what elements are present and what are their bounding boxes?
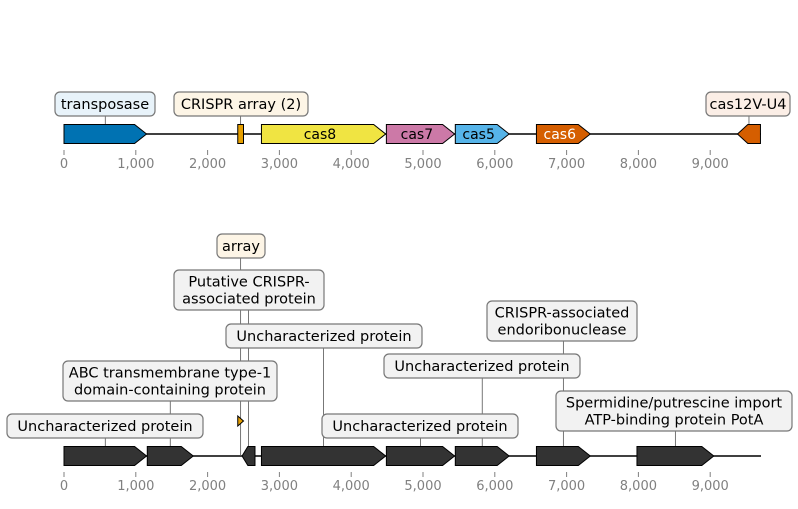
callout-label: ABC transmembrane type-1 <box>69 366 271 382</box>
callout-label: endoribonuclease <box>498 323 627 339</box>
axis-tick-label: 4,000 <box>333 479 370 494</box>
callout-box <box>62 360 278 402</box>
callout-label: Putative CRISPR- <box>188 275 309 291</box>
callout-box <box>486 300 638 342</box>
gene-feature <box>535 124 592 144</box>
callout-box <box>383 353 581 379</box>
gene-feature <box>260 124 387 144</box>
callout-box <box>705 91 791 117</box>
axis-tick-label: 8,000 <box>620 479 657 494</box>
callout-label: associated protein <box>182 292 316 308</box>
gene-feature <box>237 414 245 428</box>
axis-tick-label: 4,000 <box>333 157 370 172</box>
callout-label: Uncharacterized protein <box>332 419 507 435</box>
callout-label: array <box>222 239 260 255</box>
callout-box <box>173 269 325 311</box>
gene-feature <box>736 124 761 144</box>
gene-label: cas8 <box>304 127 336 143</box>
callout-label: Spermidine/putrescine import <box>566 396 783 412</box>
callout-box <box>173 91 309 117</box>
gene-feature <box>237 124 244 144</box>
axis-tick-label: 0 <box>60 157 68 172</box>
axis-tick-label: 5,000 <box>404 479 441 494</box>
track-top: cas8 cas7 cas5 cas6 transposase CRISPR array … <box>54 91 791 172</box>
gene-feature <box>385 446 456 466</box>
gene-feature <box>454 124 510 144</box>
gene-feature <box>454 446 510 466</box>
axis-tick-label: 7,000 <box>548 157 585 172</box>
axis-tick-label: 3,000 <box>261 479 298 494</box>
callout-box <box>555 390 793 432</box>
axis-tick-label: 1,000 <box>117 479 154 494</box>
gene-feature <box>146 446 195 466</box>
axis-tick-label: 9,000 <box>692 157 729 172</box>
axis-tick-label: 8,000 <box>620 157 657 172</box>
axis-tick-label: 2,000 <box>189 157 226 172</box>
axis-tick-label: 0 <box>60 479 68 494</box>
callout-box <box>321 413 519 439</box>
gene-feature <box>636 446 715 466</box>
callout-label: domain-containing protein <box>74 383 266 399</box>
gene-feature <box>260 446 387 466</box>
callout-label: Uncharacterized protein <box>236 329 411 345</box>
gene-feature <box>385 124 456 144</box>
axis-tick-label: 5,000 <box>404 157 441 172</box>
axis-tick-label: 6,000 <box>476 479 513 494</box>
axis-tick-label: 1,000 <box>117 157 154 172</box>
callout-label: Uncharacterized protein <box>17 419 192 435</box>
callout-box <box>6 413 204 439</box>
axis-tick-label: 7,000 <box>548 479 585 494</box>
callout-label: Uncharacterized protein <box>394 359 569 375</box>
gene-feature <box>63 446 148 466</box>
callout-label: CRISPR-associated <box>495 306 630 322</box>
gene-label: cas5 <box>462 127 494 143</box>
callout-label: transposase <box>61 97 149 113</box>
gene-feature <box>241 446 256 466</box>
gene-feature <box>63 124 148 144</box>
callout-label: ATP-binding protein PotA <box>585 413 764 429</box>
callout-box <box>225 323 423 349</box>
gene-label: cas7 <box>401 127 433 143</box>
gene-label: cas6 <box>544 127 577 143</box>
axis-tick-label: 6,000 <box>476 157 513 172</box>
gene-feature <box>535 446 592 466</box>
callout-label: cas12V-U4 <box>709 97 786 113</box>
track-bottom: Uncharacterized protein ABC transmembrane… <box>6 233 793 494</box>
axis-tick-label: 2,000 <box>189 479 226 494</box>
callout-box <box>54 91 156 117</box>
callout-box <box>216 233 266 259</box>
callout-label: CRISPR array (2) <box>181 97 301 113</box>
axis-tick-label: 9,000 <box>692 479 729 494</box>
axis-tick-label: 3,000 <box>261 157 298 172</box>
